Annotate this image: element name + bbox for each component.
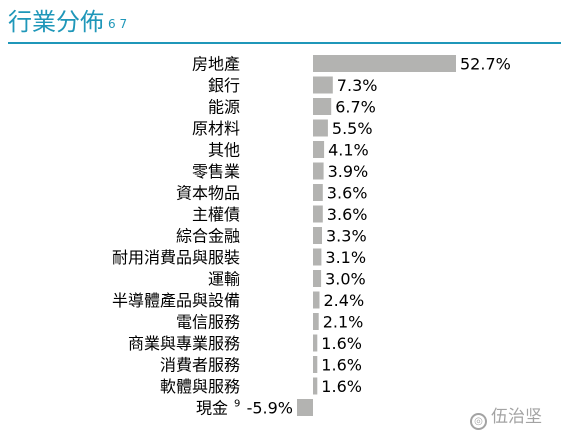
category-label-9: 耐用消費品與服裝 [112,248,240,267]
bar-6 [313,184,323,201]
bar-8 [313,227,322,244]
bar-12 [313,313,319,330]
bar-5 [313,162,324,180]
category-label-1: 銀行 [208,76,240,95]
value-label-9: 3.1% [325,248,366,267]
title-divider [8,42,561,44]
value-label-2: 6.7% [335,98,376,117]
category-label-10: 運輸 [208,270,240,289]
bar-2 [313,98,332,115]
bar-11 [313,291,320,309]
value-label-8: 3.3% [326,227,367,246]
value-label-11: 2.4% [324,291,365,310]
chart-title-text: 行業分佈 [8,8,104,36]
bar-14 [313,356,318,373]
value-label-7: 3.6% [327,205,368,224]
category-label-4: 其他 [208,141,240,160]
bar-7 [313,205,323,223]
bar-0 [313,55,456,72]
value-label-15: 1.6% [321,377,362,396]
value-label-0: 52.7% [460,55,511,74]
category-label-5: 零售業 [192,162,240,181]
bar-15 [313,377,318,395]
bar-13 [313,334,318,352]
value-label-13: 1.6% [321,334,362,353]
value-label-16: -5.9% [247,399,293,418]
category-label-3: 原材料 [192,119,240,138]
bar-16 [297,399,313,416]
value-label-3: 5.5% [332,119,373,138]
category-label-8: 綜合金融 [176,227,240,246]
value-label-12: 2.1% [323,313,364,332]
category-label-2: 能源 [208,98,240,117]
watermark-logo-icon: ◎ [470,413,487,430]
category-label-11: 半導體產品與設備 [112,291,240,310]
chart-title-note: 6 7 [108,17,128,31]
value-label-4: 4.1% [328,141,369,160]
value-label-6: 3.6% [327,184,368,203]
watermark-text: 伍治坚 [491,407,542,427]
bar-1 [313,76,333,94]
category-label-15: 軟體與服務 [160,377,240,396]
category-label-0: 房地產 [192,55,240,74]
category-label-13: 商業與專業服務 [128,334,240,353]
value-label-14: 1.6% [321,356,362,375]
category-note-16: 9 [234,399,240,410]
category-label-16: 現金 [196,399,228,418]
category-label-12: 電信服務 [176,313,240,332]
bar-9 [313,248,322,266]
category-label-7: 主權債 [192,205,240,224]
bar-10 [313,270,322,287]
bar-4 [313,141,325,158]
watermark: ◎ 伍治坚 [470,402,542,430]
value-label-10: 3.0% [325,270,366,289]
category-label-6: 資本物品 [176,184,240,203]
chart-header: 行業分佈 6 7 [8,4,561,44]
bar-3 [313,119,328,137]
chart-title: 行業分佈 6 7 [8,8,127,36]
value-label-5: 3.9% [328,162,369,181]
value-label-1: 7.3% [337,76,378,95]
category-label-14: 消費者服務 [160,356,240,375]
